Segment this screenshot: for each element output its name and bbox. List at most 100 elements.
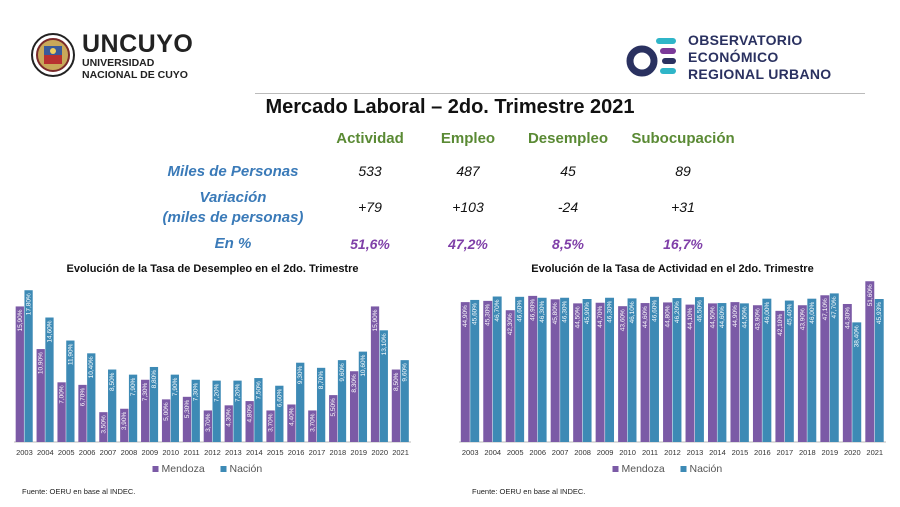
tick-label-2006: 2006 xyxy=(79,448,96,457)
bar-nacion-2003 xyxy=(24,290,33,442)
bar-mendoza-2006 xyxy=(78,384,87,442)
tick-label-2015: 2015 xyxy=(732,448,749,457)
data-label-mendoza-2009: 44,70% xyxy=(597,306,604,328)
bar-mendoza-2020 xyxy=(370,306,380,442)
tick-label-2010: 2010 xyxy=(162,448,179,457)
bar-nacion-2016 xyxy=(762,298,772,442)
data-label-mendoza-2007: 3,50% xyxy=(100,415,107,434)
bar-nacion-2017 xyxy=(784,300,794,442)
data-label-mendoza-2005: 42,30% xyxy=(507,313,514,335)
data-label-nacion-2008: 45,90% xyxy=(584,302,591,324)
data-label-mendoza-2003: 15,90% xyxy=(17,309,24,331)
data-label-nacion-2012: 46,20% xyxy=(674,301,681,323)
data-label-mendoza-2010: 43,60% xyxy=(620,309,627,331)
bar-nacion-2009 xyxy=(605,297,615,442)
data-label-nacion-2018: 46,00% xyxy=(809,301,816,323)
tick-label-2019: 2019 xyxy=(350,448,367,457)
data-label-nacion-2015: 44,50% xyxy=(741,306,748,328)
chart-title-1: Evolución de la Tasa de Actividad en el … xyxy=(531,263,813,275)
summary-table: Actividad Empleo Desempleo Subocupación … xyxy=(0,126,900,256)
bar-nacion-2013 xyxy=(233,380,242,442)
bar-nacion-2008 xyxy=(128,374,138,442)
bar-mendoza-2019 xyxy=(820,295,830,442)
bar-mendoza-2007 xyxy=(550,299,560,442)
data-label-nacion-2004: 14,60% xyxy=(46,320,53,342)
source-note-right: Fuente: OERU en base al INDEC. xyxy=(472,487,586,496)
bar-mendoza-2017 xyxy=(308,410,317,442)
bar-nacion-2009 xyxy=(149,366,159,442)
tick-label-2016: 2016 xyxy=(288,448,305,457)
tick-label-2020: 2020 xyxy=(844,448,861,457)
row-label-pct: En % xyxy=(214,235,252,252)
bar-mendoza-2013 xyxy=(685,304,695,442)
bar-mendoza-2008 xyxy=(573,303,583,442)
data-label-nacion-2020: 13,10% xyxy=(381,333,388,355)
tick-label-2014: 2014 xyxy=(709,448,726,457)
cell-var-desempleo: -24 xyxy=(557,199,579,215)
data-label-mendoza-2016: 4,40% xyxy=(288,407,295,426)
bar-mendoza-2008 xyxy=(120,408,129,442)
data-label-mendoza-2019: 8,30% xyxy=(351,374,358,393)
data-label-nacion-2013: 46,50% xyxy=(696,300,703,322)
data-label-mendoza-2016: 43,90% xyxy=(754,308,761,330)
tick-label-2004: 2004 xyxy=(484,448,501,457)
tick-label-2006: 2006 xyxy=(529,448,546,457)
bar-nacion-2010 xyxy=(170,374,179,442)
oeru-logo: OBSERVATORIO ECONÓMICO REGIONAL URBANO xyxy=(626,30,866,86)
data-label-nacion-2011: 46,60% xyxy=(651,300,658,322)
oeru-logo-icon xyxy=(626,38,676,77)
bar-mendoza-2021 xyxy=(865,281,875,442)
data-label-nacion-2019: 10,60% xyxy=(360,354,367,376)
bar-nacion-2016 xyxy=(296,362,305,442)
data-label-nacion-2020: 38,40% xyxy=(854,325,861,347)
bar-nacion-2011 xyxy=(650,296,659,442)
oeru-line2: ECONÓMICO xyxy=(688,49,779,65)
data-label-nacion-2016: 9,30% xyxy=(297,365,304,384)
bar-mendoza-2012 xyxy=(663,302,672,442)
cell-pct-actividad: 51,6% xyxy=(350,236,390,252)
tick-label-2021: 2021 xyxy=(392,448,409,457)
tick-label-2014: 2014 xyxy=(246,448,263,457)
bar-nacion-2015 xyxy=(275,385,284,442)
tick-label-2013: 2013 xyxy=(687,448,704,457)
bar-mendoza-2012 xyxy=(203,410,212,442)
bar-nacion-2006 xyxy=(87,353,96,442)
bar-mendoza-2015 xyxy=(730,302,740,442)
data-label-mendoza-2014: 44,50% xyxy=(709,306,716,328)
bar-nacion-2014 xyxy=(717,303,727,442)
tick-label-2013: 2013 xyxy=(225,448,242,457)
tick-label-2020: 2020 xyxy=(371,448,388,457)
tick-label-2005: 2005 xyxy=(58,448,75,457)
bar-nacion-2003 xyxy=(470,299,480,442)
data-label-mendoza-2017: 42,10% xyxy=(777,314,784,336)
chart-title-0: Evolución de la Tasa de Desempleo en el … xyxy=(66,263,358,275)
tick-label-2008: 2008 xyxy=(574,448,591,457)
tick-label-2005: 2005 xyxy=(507,448,524,457)
bar-mendoza-2004 xyxy=(483,300,493,442)
bar-nacion-2014 xyxy=(254,378,263,442)
cell-pct-empleo: 47,2% xyxy=(448,236,488,252)
bar-nacion-2019 xyxy=(829,293,839,442)
data-label-nacion-2009: 8,80% xyxy=(151,370,158,389)
cell-pct-desempleo: 8,5% xyxy=(552,236,584,252)
data-label-nacion-2007: 8,50% xyxy=(109,372,116,391)
bar-mendoza-2009 xyxy=(595,302,605,442)
data-label-nacion-2015: 6,60% xyxy=(276,389,283,408)
bar-mendoza-2020 xyxy=(842,303,852,442)
data-label-nacion-2007: 46,30% xyxy=(562,301,569,323)
cell-pct-subocupacion: 16,7% xyxy=(663,236,703,252)
bar-nacion-2005 xyxy=(66,340,75,442)
tick-label-2004: 2004 xyxy=(37,448,54,457)
data-label-nacion-2004: 46,70% xyxy=(494,299,501,321)
uncuyo-line2: NACIONAL DE CUYO xyxy=(82,69,188,81)
bar-nacion-2021 xyxy=(400,360,409,442)
desempleo-chart: Evolución de la Tasa de Desempleo en el … xyxy=(14,263,411,475)
bar-nacion-2019 xyxy=(358,351,368,442)
data-label-mendoza-2021: 8,50% xyxy=(393,372,400,391)
bar-nacion-2020 xyxy=(379,330,388,442)
bar-nacion-2017 xyxy=(316,367,326,442)
data-label-nacion-2017: 45,40% xyxy=(786,303,793,325)
uncuyo-line1: UNIVERSIDAD xyxy=(82,57,155,69)
legend-label-nacion: Nación xyxy=(690,463,723,475)
cell-var-empleo: +103 xyxy=(452,199,484,215)
